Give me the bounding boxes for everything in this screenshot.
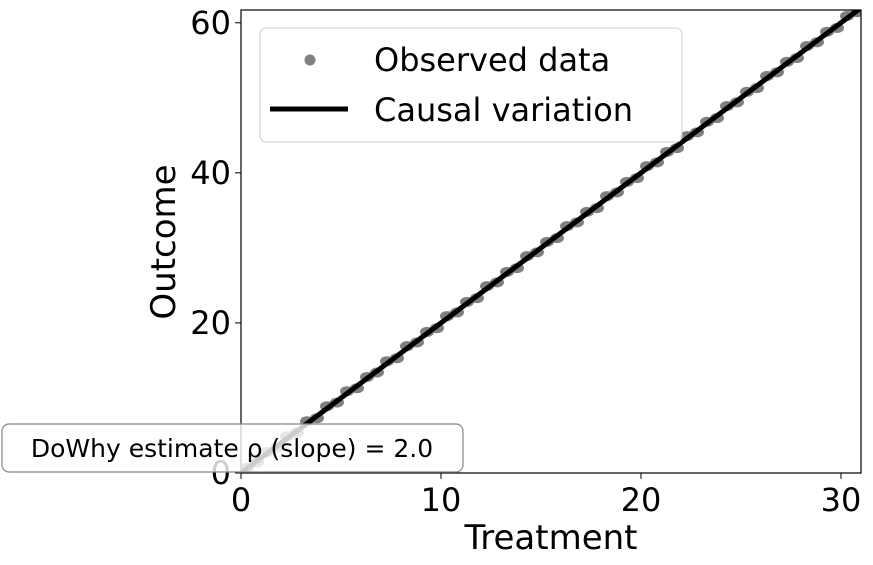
legend-box [259,27,683,143]
legend-marker-observed [304,54,316,66]
y-axis-label: Outcome [144,164,184,319]
legend-label-observed: Observed data [374,41,610,79]
x-tick-label: 30 [821,481,862,519]
x-tick-label: 0 [231,481,251,519]
legend: Observed data Causal variation [259,27,683,143]
legend-label-causal: Causal variation [374,91,633,129]
causal-line [241,10,861,473]
annotation-box: DoWhy estimate ρ (slope) = 2.0 [1,423,464,473]
annotation-text: DoWhy estimate ρ (slope) = 2.0 [31,434,433,463]
x-ticks: 0 10 20 30 [231,473,862,519]
y-tick-label: 40 [190,154,231,192]
y-tick-label: 60 [190,4,231,42]
plot-frame [240,9,862,474]
x-tick-label: 20 [621,481,662,519]
causal-line-group [241,10,861,473]
x-axis-label: Treatment [463,518,637,558]
y-tick-label: 20 [190,304,231,342]
x-tick-label: 10 [421,481,462,519]
